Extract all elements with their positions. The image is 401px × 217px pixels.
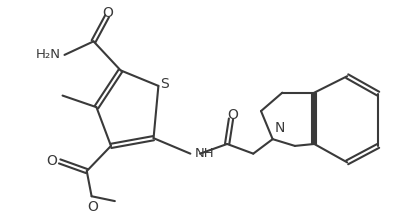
Text: O: O [46, 155, 57, 168]
Text: N: N [274, 121, 284, 135]
Text: O: O [227, 108, 238, 122]
Text: NH: NH [195, 147, 214, 160]
Text: H₂N: H₂N [36, 48, 61, 61]
Text: O: O [102, 6, 113, 20]
Text: S: S [160, 77, 168, 91]
Text: O: O [87, 200, 98, 214]
